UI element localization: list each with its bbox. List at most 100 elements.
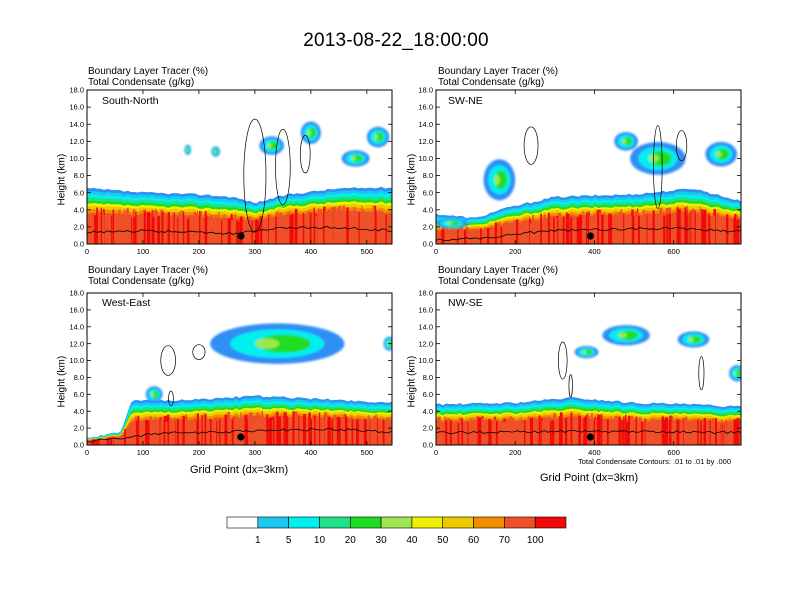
y-tick-label: 2.0 xyxy=(74,222,84,231)
panel-1-tracer-field xyxy=(87,118,392,244)
y-tick-label: 6.0 xyxy=(74,390,84,399)
y-tick-label: 6.0 xyxy=(74,188,84,197)
x-tick-label: 400 xyxy=(305,247,318,256)
colorbar-label: 30 xyxy=(375,535,387,546)
colorbar-box xyxy=(257,516,289,529)
colorbar-box xyxy=(411,516,444,529)
y-tick-label: 14.0 xyxy=(69,322,84,331)
panel-1-title: Boundary Layer Tracer (%) Total Condensa… xyxy=(88,66,208,88)
panel-2: 0.0 2.0 4.0 6.0 8.0 10.0 12.0 14.0 16.0 18.0 0 200 4… xyxy=(418,86,742,256)
panel-2-title: Boundary Layer Tracer (%) Total Condensa… xyxy=(438,66,558,88)
y-tick-label: 16.0 xyxy=(418,103,433,112)
y-tick-label: 14.0 xyxy=(69,120,84,129)
y-tick-label: 18.0 xyxy=(418,86,433,95)
panel-4-condensate-contours xyxy=(558,341,705,398)
x-tick-label: 0 xyxy=(85,247,89,256)
x-tick-label: 300 xyxy=(249,448,262,457)
panel-3-cloud-layer xyxy=(145,323,392,403)
y-tick-label: 18.0 xyxy=(418,289,433,298)
panel-2-location-marker xyxy=(586,232,595,240)
colorbar-label: 100 xyxy=(526,535,544,546)
y-tick-label: 8.0 xyxy=(74,171,84,180)
colorbar-label: 20 xyxy=(344,535,356,546)
panel-1-title-line-2: Total Condensate (g/kg) xyxy=(88,77,195,88)
y-tick-label: 0.0 xyxy=(423,441,433,450)
panel-3-frame xyxy=(86,292,393,446)
panel-2-cloud-layer xyxy=(436,132,738,229)
colorbar-box xyxy=(288,516,320,529)
panel-1-y-axis: 0.0 2.0 4.0 6.0 8.0 10.0 12.0 14.0 16.0 18.0 xyxy=(69,86,392,249)
y-tick-label: 14.0 xyxy=(418,120,433,129)
x-tick-label: 500 xyxy=(361,247,374,256)
y-tick-label: 4.0 xyxy=(74,205,84,214)
panel-1-title-line-1: Boundary Layer Tracer (%) xyxy=(88,66,209,77)
colorbar-label: 60 xyxy=(467,535,480,546)
panel-2-terrain-line xyxy=(436,226,741,241)
panel-2-x-axis: 0 200 400 600 xyxy=(434,90,680,256)
y-tick-label: 18.0 xyxy=(69,289,84,298)
colorbar-box xyxy=(226,516,259,529)
x-tick-label: 100 xyxy=(137,247,150,256)
x-tick-label: 600 xyxy=(667,448,680,457)
y-tick-label: 16.0 xyxy=(69,103,84,112)
panel-4-cloud-layer xyxy=(574,325,741,382)
y-tick-label: 18.0 xyxy=(69,86,84,95)
y-tick-label: 4.0 xyxy=(423,205,433,214)
colorbar-box xyxy=(442,516,474,529)
y-tick-label: 8.0 xyxy=(423,373,433,382)
panel-2-tracer-field xyxy=(436,125,741,244)
y-tick-label: 16.0 xyxy=(418,305,433,314)
panel-3-tracer-field xyxy=(87,323,392,445)
y-tick-label: 10.0 xyxy=(418,154,433,163)
colorbar-box xyxy=(504,516,536,529)
panel-4-tracer-core xyxy=(437,412,741,445)
panel-4-x-axis: 0 200 400 600 xyxy=(434,293,680,457)
panel-3-label: West-East xyxy=(102,297,151,309)
panel-1-condensate-contours xyxy=(243,118,311,233)
panel-4-y-axis: 0.0 2.0 4.0 6.0 8.0 10.0 12.0 14.0 16.0 18.0 xyxy=(418,289,741,450)
x-tick-label: 300 xyxy=(249,247,262,256)
y-tick-label: 0.0 xyxy=(423,240,433,249)
y-tick-label: 4.0 xyxy=(423,407,433,416)
panel-4-label: NW-SE xyxy=(448,297,483,309)
x-tick-label: 200 xyxy=(193,448,206,457)
panel-4-tracer-field xyxy=(436,325,741,445)
colorbar xyxy=(226,516,567,529)
y-tick-label: 10.0 xyxy=(69,356,84,365)
colorbar-label: 50 xyxy=(437,535,449,546)
panel-3-xlabel: Grid Point (dx=3km) xyxy=(190,464,289,476)
panel-3: 0.0 2.0 4.0 6.0 8.0 10.0 12.0 14.0 16.0 18.0 0 100 2… xyxy=(69,289,393,457)
y-tick-label: 6.0 xyxy=(423,188,433,197)
colorbar-label: 40 xyxy=(406,535,418,546)
panel-4-location-marker xyxy=(586,433,595,441)
y-tick-label: 2.0 xyxy=(74,424,84,433)
colorbar-label: 1 xyxy=(255,535,261,546)
y-tick-label: 8.0 xyxy=(423,171,433,180)
panel-3-y-axis: 0.0 2.0 4.0 6.0 8.0 10.0 12.0 14.0 16.0 18.0 xyxy=(69,289,392,450)
y-tick-label: 12.0 xyxy=(418,339,433,348)
x-tick-label: 200 xyxy=(509,448,522,457)
panel-4-title-line-2: Total Condensate (g/kg) xyxy=(438,276,545,287)
panel-4-frame xyxy=(435,292,742,446)
colorbar-label: 70 xyxy=(498,535,510,546)
panel-3-location-marker xyxy=(237,433,245,441)
y-tick-label: 16.0 xyxy=(69,305,84,314)
y-tick-label: 10.0 xyxy=(418,356,433,365)
y-tick-label: 12.0 xyxy=(418,137,433,146)
panel-1: 0.0 2.0 4.0 6.0 8.0 10.0 12.0 14.0 16.0 18.0 0 100 2… xyxy=(69,86,393,256)
panel-3-title-line-2: Total Condensate (g/kg) xyxy=(88,276,195,287)
x-tick-label: 100 xyxy=(137,448,150,457)
figure-title: 2013-08-22_18:00:00 xyxy=(303,30,489,51)
colorbar-box xyxy=(380,516,413,529)
panel-1-label: South-North xyxy=(102,95,159,107)
colorbar-label: 10 xyxy=(313,535,326,546)
panel-4-terrain-line xyxy=(436,430,741,435)
x-tick-label: 200 xyxy=(193,247,206,256)
colorbar-box xyxy=(534,516,567,529)
panel-2-title-line-2: Total Condensate (g/kg) xyxy=(438,77,545,88)
panel-4-title: Boundary Layer Tracer (%) Total Condensa… xyxy=(438,265,558,287)
x-tick-label: 0 xyxy=(85,448,89,457)
colorbar-box xyxy=(349,516,382,529)
panel-2-title-line-1: Boundary Layer Tracer (%) xyxy=(438,66,559,77)
